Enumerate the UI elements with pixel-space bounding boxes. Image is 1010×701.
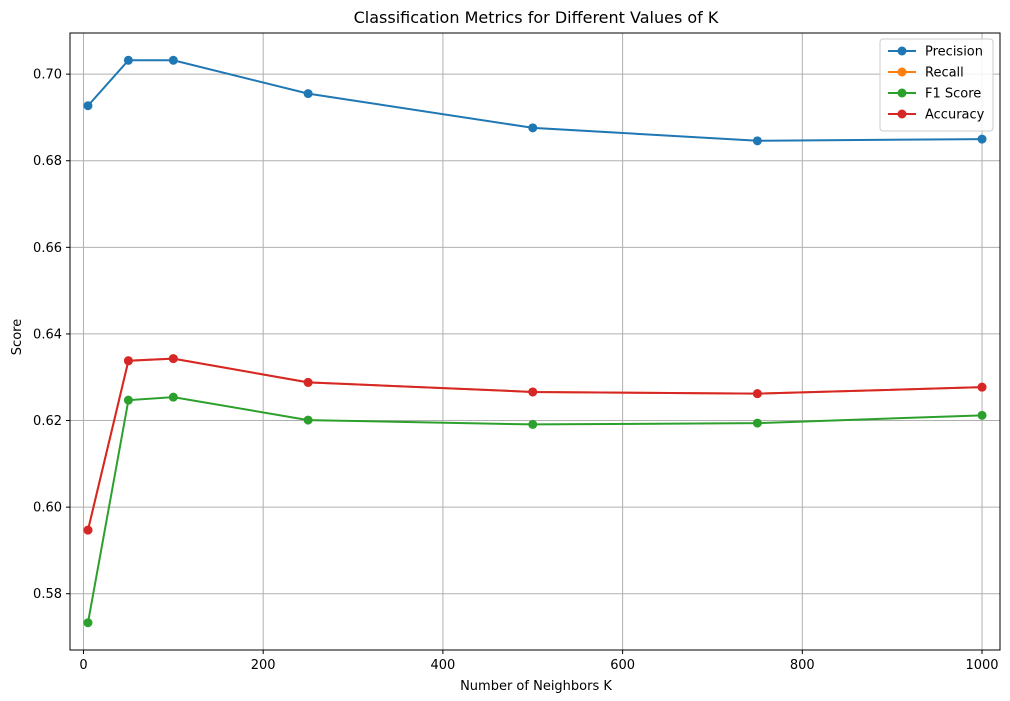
series-line-f1-score xyxy=(86,396,983,623)
data-point-f1-score xyxy=(752,418,762,428)
data-point-precision xyxy=(303,89,313,99)
data-point-accuracy xyxy=(123,356,133,366)
legend-label-recall: Recall xyxy=(925,66,964,81)
series-f1-score xyxy=(83,392,987,628)
data-point-f1-score xyxy=(303,415,313,425)
series-accuracy xyxy=(83,354,987,535)
x-axis-label: Number of Neighbors K xyxy=(460,679,612,694)
chart-title: Classification Metrics for Different Val… xyxy=(354,8,719,27)
y-tick-label: 0.70 xyxy=(33,68,62,83)
data-point-f1-score xyxy=(83,618,93,628)
data-point-precision xyxy=(752,136,762,146)
data-point-f1-score xyxy=(977,410,987,420)
data-point-precision xyxy=(977,134,987,144)
data-point-precision xyxy=(83,101,93,111)
x-tick-label: 0 xyxy=(79,658,87,673)
y-tick-label: 0.64 xyxy=(33,327,62,342)
y-tick-label: 0.62 xyxy=(33,414,62,429)
legend-label-f1-score: F1 Score xyxy=(925,87,981,102)
legend-label-accuracy: Accuracy xyxy=(925,108,985,123)
legend-box xyxy=(879,38,994,132)
series-precision xyxy=(83,55,987,146)
data-point-precision xyxy=(528,123,538,133)
x-tick-label: 1000 xyxy=(965,658,998,673)
series-line-accuracy xyxy=(86,357,983,531)
x-tick-label: 800 xyxy=(790,658,815,673)
legend-marker-accuracy xyxy=(897,109,907,119)
y-axis-label: Score xyxy=(10,319,25,355)
y-tick-label: 0.68 xyxy=(33,154,62,169)
data-point-accuracy xyxy=(977,382,987,392)
legend-label-precision: Precision xyxy=(925,45,983,60)
y-tick-label: 0.60 xyxy=(33,501,62,516)
data-point-f1-score xyxy=(528,419,538,429)
data-point-accuracy xyxy=(752,389,762,399)
data-point-f1-score xyxy=(168,392,178,402)
plot-frame xyxy=(69,32,1001,651)
data-point-accuracy xyxy=(528,387,538,397)
y-tick-label: 0.66 xyxy=(33,241,62,256)
data-point-accuracy xyxy=(303,377,313,387)
series-line-recall xyxy=(86,357,983,531)
data-point-precision xyxy=(123,55,133,65)
data-point-precision xyxy=(168,55,178,65)
data-point-accuracy xyxy=(83,525,93,535)
x-tick-label: 400 xyxy=(430,658,455,673)
legend-marker-f1-score xyxy=(897,88,907,98)
axes: 0 200 400 600 800 1000 0.58 0.60 0.62 0.64 0.66 0.6… xyxy=(33,32,1001,673)
legend: Precision Recall F1 Score Accuracy xyxy=(879,38,994,132)
data-point-accuracy xyxy=(168,354,178,364)
x-tick-label: 600 xyxy=(610,658,635,673)
series-layer xyxy=(83,55,987,628)
legend-marker-precision xyxy=(897,46,907,56)
data-point-f1-score xyxy=(123,395,133,405)
y-tick-label: 0.58 xyxy=(33,587,62,602)
x-tick-label: 200 xyxy=(251,658,276,673)
legend-marker-recall xyxy=(897,67,907,77)
